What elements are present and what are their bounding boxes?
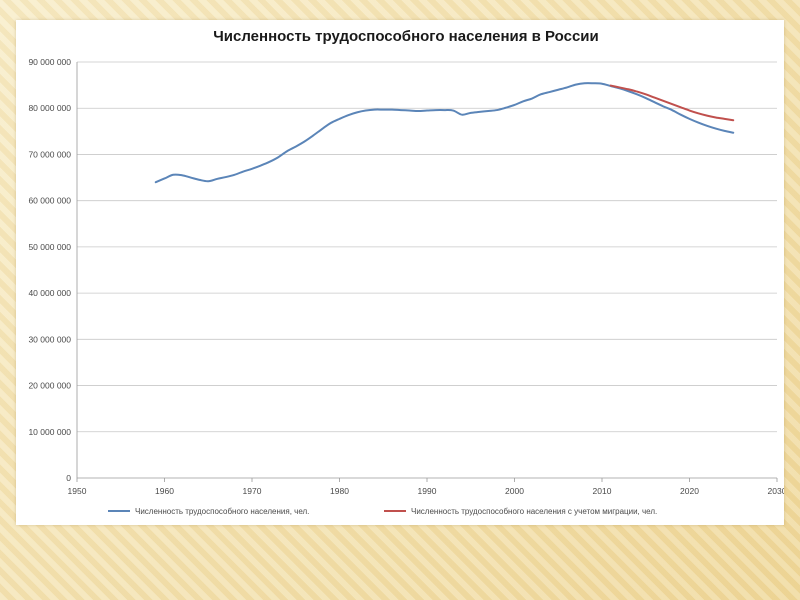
x-tick-label: 1950 (68, 486, 87, 496)
legend-label-1: Численность трудоспособного населения, ч… (135, 507, 309, 516)
y-tick-label: 40 000 000 (28, 288, 71, 298)
x-tick-label: 2030 (768, 486, 784, 496)
y-tick-label: 20 000 000 (28, 381, 71, 391)
x-tick-label: 1980 (330, 486, 349, 496)
x-axis-ticks: 1950 1960 1970 1980 1990 2000 2010 2020 2030 (68, 478, 784, 496)
x-tick-label: 1990 (418, 486, 437, 496)
x-tick-label: 1970 (243, 486, 262, 496)
series-line-2 (609, 84, 735, 122)
y-tick-label: 90 000 000 (28, 57, 71, 67)
x-tick-label: 2000 (505, 486, 524, 496)
y-tick-label: 60 000 000 (28, 196, 71, 206)
gridlines (76, 61, 777, 479)
legend-label-2: Численность трудоспособного населения с … (411, 507, 657, 516)
legend: Численность трудоспособного населения, ч… (108, 507, 657, 516)
series-lines (154, 82, 735, 184)
y-axis-ticks: 0 10 000 000 20 000 000 30 000 000 40 000 00… (28, 57, 71, 483)
slide-canvas: Численность трудоспособного населения в … (16, 20, 784, 525)
y-tick-label: 10 000 000 (28, 427, 71, 437)
line-chart: Численность трудоспособного населения в … (28, 28, 784, 516)
y-tick-label: 50 000 000 (28, 242, 71, 252)
chart-title: Численность трудоспособного населения в … (213, 28, 599, 45)
x-tick-label: 1960 (155, 486, 174, 496)
y-tick-label: 30 000 000 (28, 334, 71, 344)
y-tick-label: 80 000 000 (28, 103, 71, 113)
series-line-1 (154, 82, 735, 184)
y-tick-label: 70 000 000 (28, 149, 71, 159)
x-tick-label: 2010 (593, 486, 612, 496)
y-tick-label: 0 (66, 473, 71, 483)
x-tick-label: 2020 (680, 486, 699, 496)
